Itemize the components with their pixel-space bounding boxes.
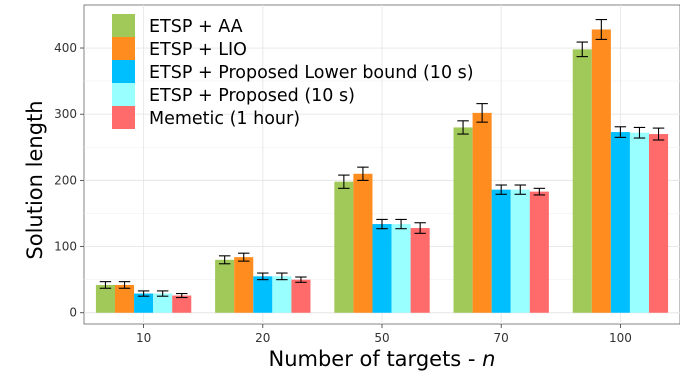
bar [610, 132, 630, 313]
bar [391, 224, 411, 313]
y-axis-title: Solution length [23, 100, 47, 259]
x-tick-label: 50 [374, 331, 389, 345]
legend-key [112, 37, 135, 60]
bar [510, 189, 530, 313]
legend: ETSP + AA ETSP + LIO ETSP + Proposed Lower… [112, 14, 474, 129]
bar [572, 49, 592, 313]
bar [95, 284, 115, 313]
bar [253, 276, 273, 313]
x-tick-label: 10 [136, 331, 151, 345]
bars [95, 29, 669, 313]
error-bars [99, 19, 665, 299]
bar [472, 112, 492, 313]
legend-key [112, 83, 135, 106]
bar [134, 293, 154, 313]
bar [291, 279, 311, 313]
y-tick-label: 200 [54, 173, 77, 187]
x-tick-label: 70 [494, 331, 509, 345]
bar [272, 276, 292, 313]
bar [153, 293, 173, 313]
y-tick-label: 100 [54, 240, 77, 254]
bar [529, 191, 549, 313]
bar [453, 127, 473, 313]
x-axis-title: Number of targets - n [269, 347, 496, 371]
y-tick-label: 300 [54, 107, 77, 121]
x-tick-label: 20 [255, 331, 270, 345]
bar [629, 132, 650, 313]
legend-label: ETSP + Proposed (10 s) [149, 86, 355, 106]
legend-key [112, 14, 135, 37]
bar [334, 181, 354, 313]
legend-label: ETSP + AA [149, 17, 243, 37]
bar [491, 189, 511, 313]
x-axis-title-variable: n [482, 347, 495, 371]
bar [649, 134, 669, 313]
legend-key [112, 60, 135, 83]
bar [172, 295, 192, 313]
bar [591, 29, 611, 313]
bar [114, 284, 135, 313]
bar [353, 173, 373, 313]
x-tick-label: 100 [609, 331, 632, 345]
y-tick-label: 0 [69, 306, 77, 320]
bar [410, 228, 430, 313]
x-axis-title-text: Number of targets - [269, 347, 483, 371]
y-tick-label: 400 [54, 41, 77, 55]
legend-label: Memetic (1 hour) [149, 109, 300, 129]
x-axis-ticks: 10 20 50 70 100 [136, 324, 632, 345]
y-axis-ticks: 0 100 200 300 400 [54, 41, 84, 320]
bar [234, 257, 254, 313]
legend-label: ETSP + LIO [149, 40, 247, 60]
legend-label: ETSP + Proposed Lower bound (10 s) [149, 63, 474, 83]
legend-key [112, 106, 135, 129]
bar [372, 224, 392, 313]
bar [215, 259, 235, 313]
